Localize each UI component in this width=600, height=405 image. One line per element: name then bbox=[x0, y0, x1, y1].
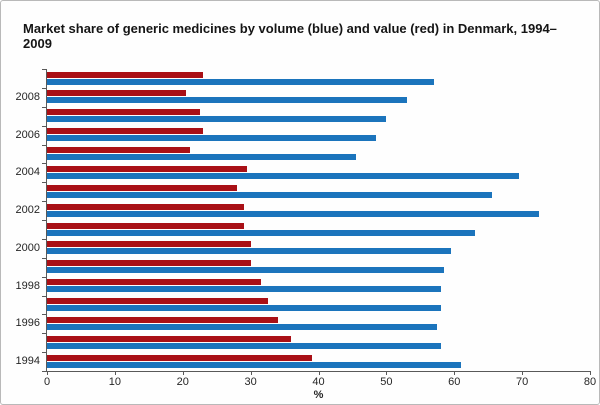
bar-group-1994 bbox=[47, 352, 590, 371]
bar-group-2007 bbox=[47, 107, 590, 126]
bar-group-2004 bbox=[47, 163, 590, 182]
bar-volume-blue-2004 bbox=[47, 172, 519, 179]
bar-group-2008 bbox=[47, 88, 590, 107]
x-axis-tick bbox=[182, 371, 184, 375]
y-axis-tick bbox=[42, 238, 46, 240]
bar-group-2003 bbox=[47, 182, 590, 201]
x-axis-label-70: 70 bbox=[516, 376, 529, 388]
bar-volume-blue-2006 bbox=[47, 135, 377, 142]
bar-group-1995 bbox=[47, 333, 590, 352]
bar-group-1996 bbox=[47, 314, 590, 333]
x-axis-label-80: 80 bbox=[583, 376, 597, 388]
x-axis-tick bbox=[386, 371, 388, 375]
y-axis-tick bbox=[42, 69, 46, 70]
bar-group-1997 bbox=[47, 296, 590, 315]
bar-volume-blue-2007 bbox=[47, 116, 387, 123]
bar-value-red-2006 bbox=[47, 128, 204, 135]
x-axis-label-40: 40 bbox=[312, 376, 325, 388]
bar-volume-blue-2001 bbox=[47, 229, 475, 236]
x-axis-label-30: 30 bbox=[244, 376, 257, 388]
y-axis-tick bbox=[42, 276, 46, 278]
bar-volume-blue-1999 bbox=[47, 267, 445, 274]
bar-value-red-2009 bbox=[47, 71, 204, 78]
y-axis-tick bbox=[42, 220, 46, 221]
bar-group-1998 bbox=[47, 277, 590, 296]
bar-value-red-2003 bbox=[47, 184, 238, 191]
bar-volume-blue-2003 bbox=[47, 191, 492, 198]
y-axis-tick bbox=[42, 314, 46, 316]
y-axis-tick bbox=[42, 201, 46, 203]
bar-value-red-1996 bbox=[47, 316, 278, 323]
y-axis-label-1994: 1994 bbox=[15, 355, 40, 368]
y-axis-label-1996: 1996 bbox=[15, 317, 40, 330]
bar-group-2000 bbox=[47, 239, 590, 258]
y-axis-tick bbox=[42, 371, 46, 372]
chart-title: Market share of generic medicines by vol… bbox=[23, 21, 557, 51]
bar-value-red-1999 bbox=[47, 260, 251, 267]
y-axis-tick bbox=[42, 295, 46, 297]
bar-volume-blue-1997 bbox=[47, 305, 441, 311]
x-axis-tick bbox=[318, 371, 320, 375]
bar-group-2009 bbox=[47, 69, 590, 88]
bar-volume-blue-2000 bbox=[47, 248, 451, 255]
x-axis-tick bbox=[250, 371, 252, 375]
bar-group-2005 bbox=[47, 145, 590, 164]
x-axis-tick bbox=[590, 371, 591, 375]
y-axis-tick bbox=[42, 257, 46, 259]
bar-volume-blue-2002 bbox=[47, 210, 540, 217]
bar-value-red-2004 bbox=[47, 165, 248, 172]
bar-value-red-2005 bbox=[47, 147, 190, 153]
bar-value-red-1998 bbox=[47, 279, 261, 286]
y-axis-tick bbox=[42, 163, 46, 165]
x-axis-tick bbox=[114, 371, 116, 375]
bar-value-red-2002 bbox=[47, 203, 244, 210]
bar-value-red-1997 bbox=[47, 298, 268, 304]
y-axis-tick bbox=[42, 144, 46, 146]
plot-area bbox=[42, 69, 591, 375]
y-axis-tick bbox=[42, 333, 46, 335]
y-axis-tick bbox=[42, 352, 46, 354]
bar-value-red-2008 bbox=[47, 90, 187, 97]
bar-group-2001 bbox=[47, 220, 590, 239]
x-axis-label-20: 20 bbox=[176, 376, 189, 388]
bar-volume-blue-1996 bbox=[47, 323, 438, 330]
y-axis-tick bbox=[42, 106, 46, 108]
x-axis-tick bbox=[454, 371, 456, 375]
y-axis-tick bbox=[42, 182, 46, 184]
bar-volume-blue-2008 bbox=[47, 97, 407, 104]
y-axis-label-2008: 2008 bbox=[15, 90, 40, 103]
y-axis-tick bbox=[42, 125, 46, 127]
y-axis-label-2002: 2002 bbox=[15, 204, 40, 217]
x-axis-title: % bbox=[313, 389, 324, 401]
bar-volume-blue-1998 bbox=[47, 286, 441, 293]
x-axis-label-0: 0 bbox=[43, 376, 51, 388]
x-axis-label-60: 60 bbox=[448, 376, 461, 388]
bar-volume-blue-1995 bbox=[47, 342, 441, 349]
x-axis-label-50: 50 bbox=[380, 376, 393, 388]
y-axis-tick bbox=[42, 87, 46, 89]
bar-value-red-2001 bbox=[47, 222, 244, 229]
bar-volume-blue-2009 bbox=[47, 78, 434, 85]
x-axis-tick bbox=[47, 371, 48, 375]
y-axis-label-1998: 1998 bbox=[15, 279, 40, 292]
bar-value-red-2007 bbox=[47, 109, 200, 116]
bar-group-2006 bbox=[47, 126, 590, 145]
bar-volume-blue-2005 bbox=[47, 154, 356, 160]
bar-value-red-1994 bbox=[47, 354, 312, 361]
y-axis-label-2006: 2006 bbox=[15, 128, 40, 141]
y-axis-label-2004: 2004 bbox=[15, 166, 40, 179]
x-axis-tick bbox=[522, 371, 524, 375]
bar-value-red-2000 bbox=[47, 241, 251, 248]
bar-group-1999 bbox=[47, 258, 590, 277]
x-axis-label-10: 10 bbox=[108, 376, 121, 388]
y-axis-label-2000: 2000 bbox=[15, 241, 40, 254]
bar-group-2002 bbox=[47, 201, 590, 220]
bar-volume-blue-1994 bbox=[47, 361, 462, 368]
bar-value-red-1995 bbox=[47, 335, 292, 342]
